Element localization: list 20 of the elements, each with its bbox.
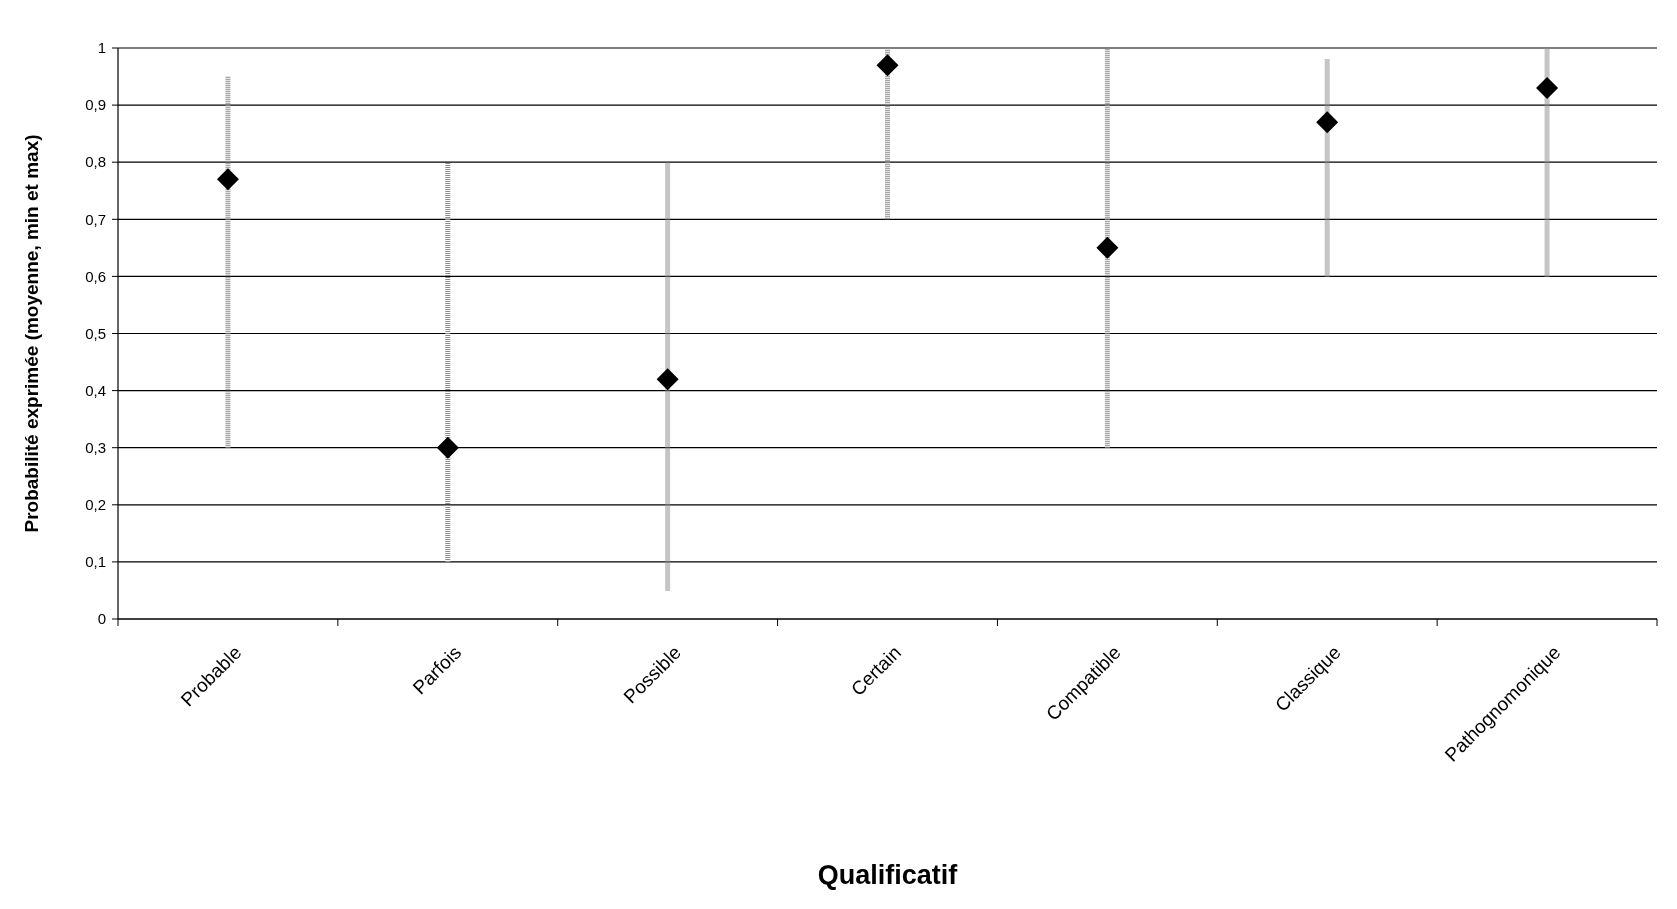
point <box>876 54 899 77</box>
point <box>656 368 679 391</box>
y-tick-label: 0,1 <box>85 553 106 571</box>
y-tick-label: 0,7 <box>85 210 106 228</box>
point <box>216 168 239 191</box>
y-tick-label: 0,2 <box>85 496 106 514</box>
y-tick-label: 0,5 <box>85 324 106 342</box>
y-tick-label: 0,9 <box>85 96 106 114</box>
point <box>1316 111 1339 134</box>
y-tick-label: 0,8 <box>85 153 106 171</box>
point <box>1536 76 1559 99</box>
y-axis-title: Probabilité exprimée (moyenne, min et max) <box>21 134 42 533</box>
y-tick-label: 0,3 <box>85 438 106 456</box>
y-tick-label: 1 <box>97 39 106 57</box>
x-axis-title: Qualificatif <box>817 860 959 890</box>
y-tick-label: 0,6 <box>85 267 106 285</box>
point <box>436 436 459 459</box>
y-tick-label: 0,4 <box>85 381 106 399</box>
y-tick-label: 0 <box>97 610 106 628</box>
point <box>1096 236 1119 259</box>
